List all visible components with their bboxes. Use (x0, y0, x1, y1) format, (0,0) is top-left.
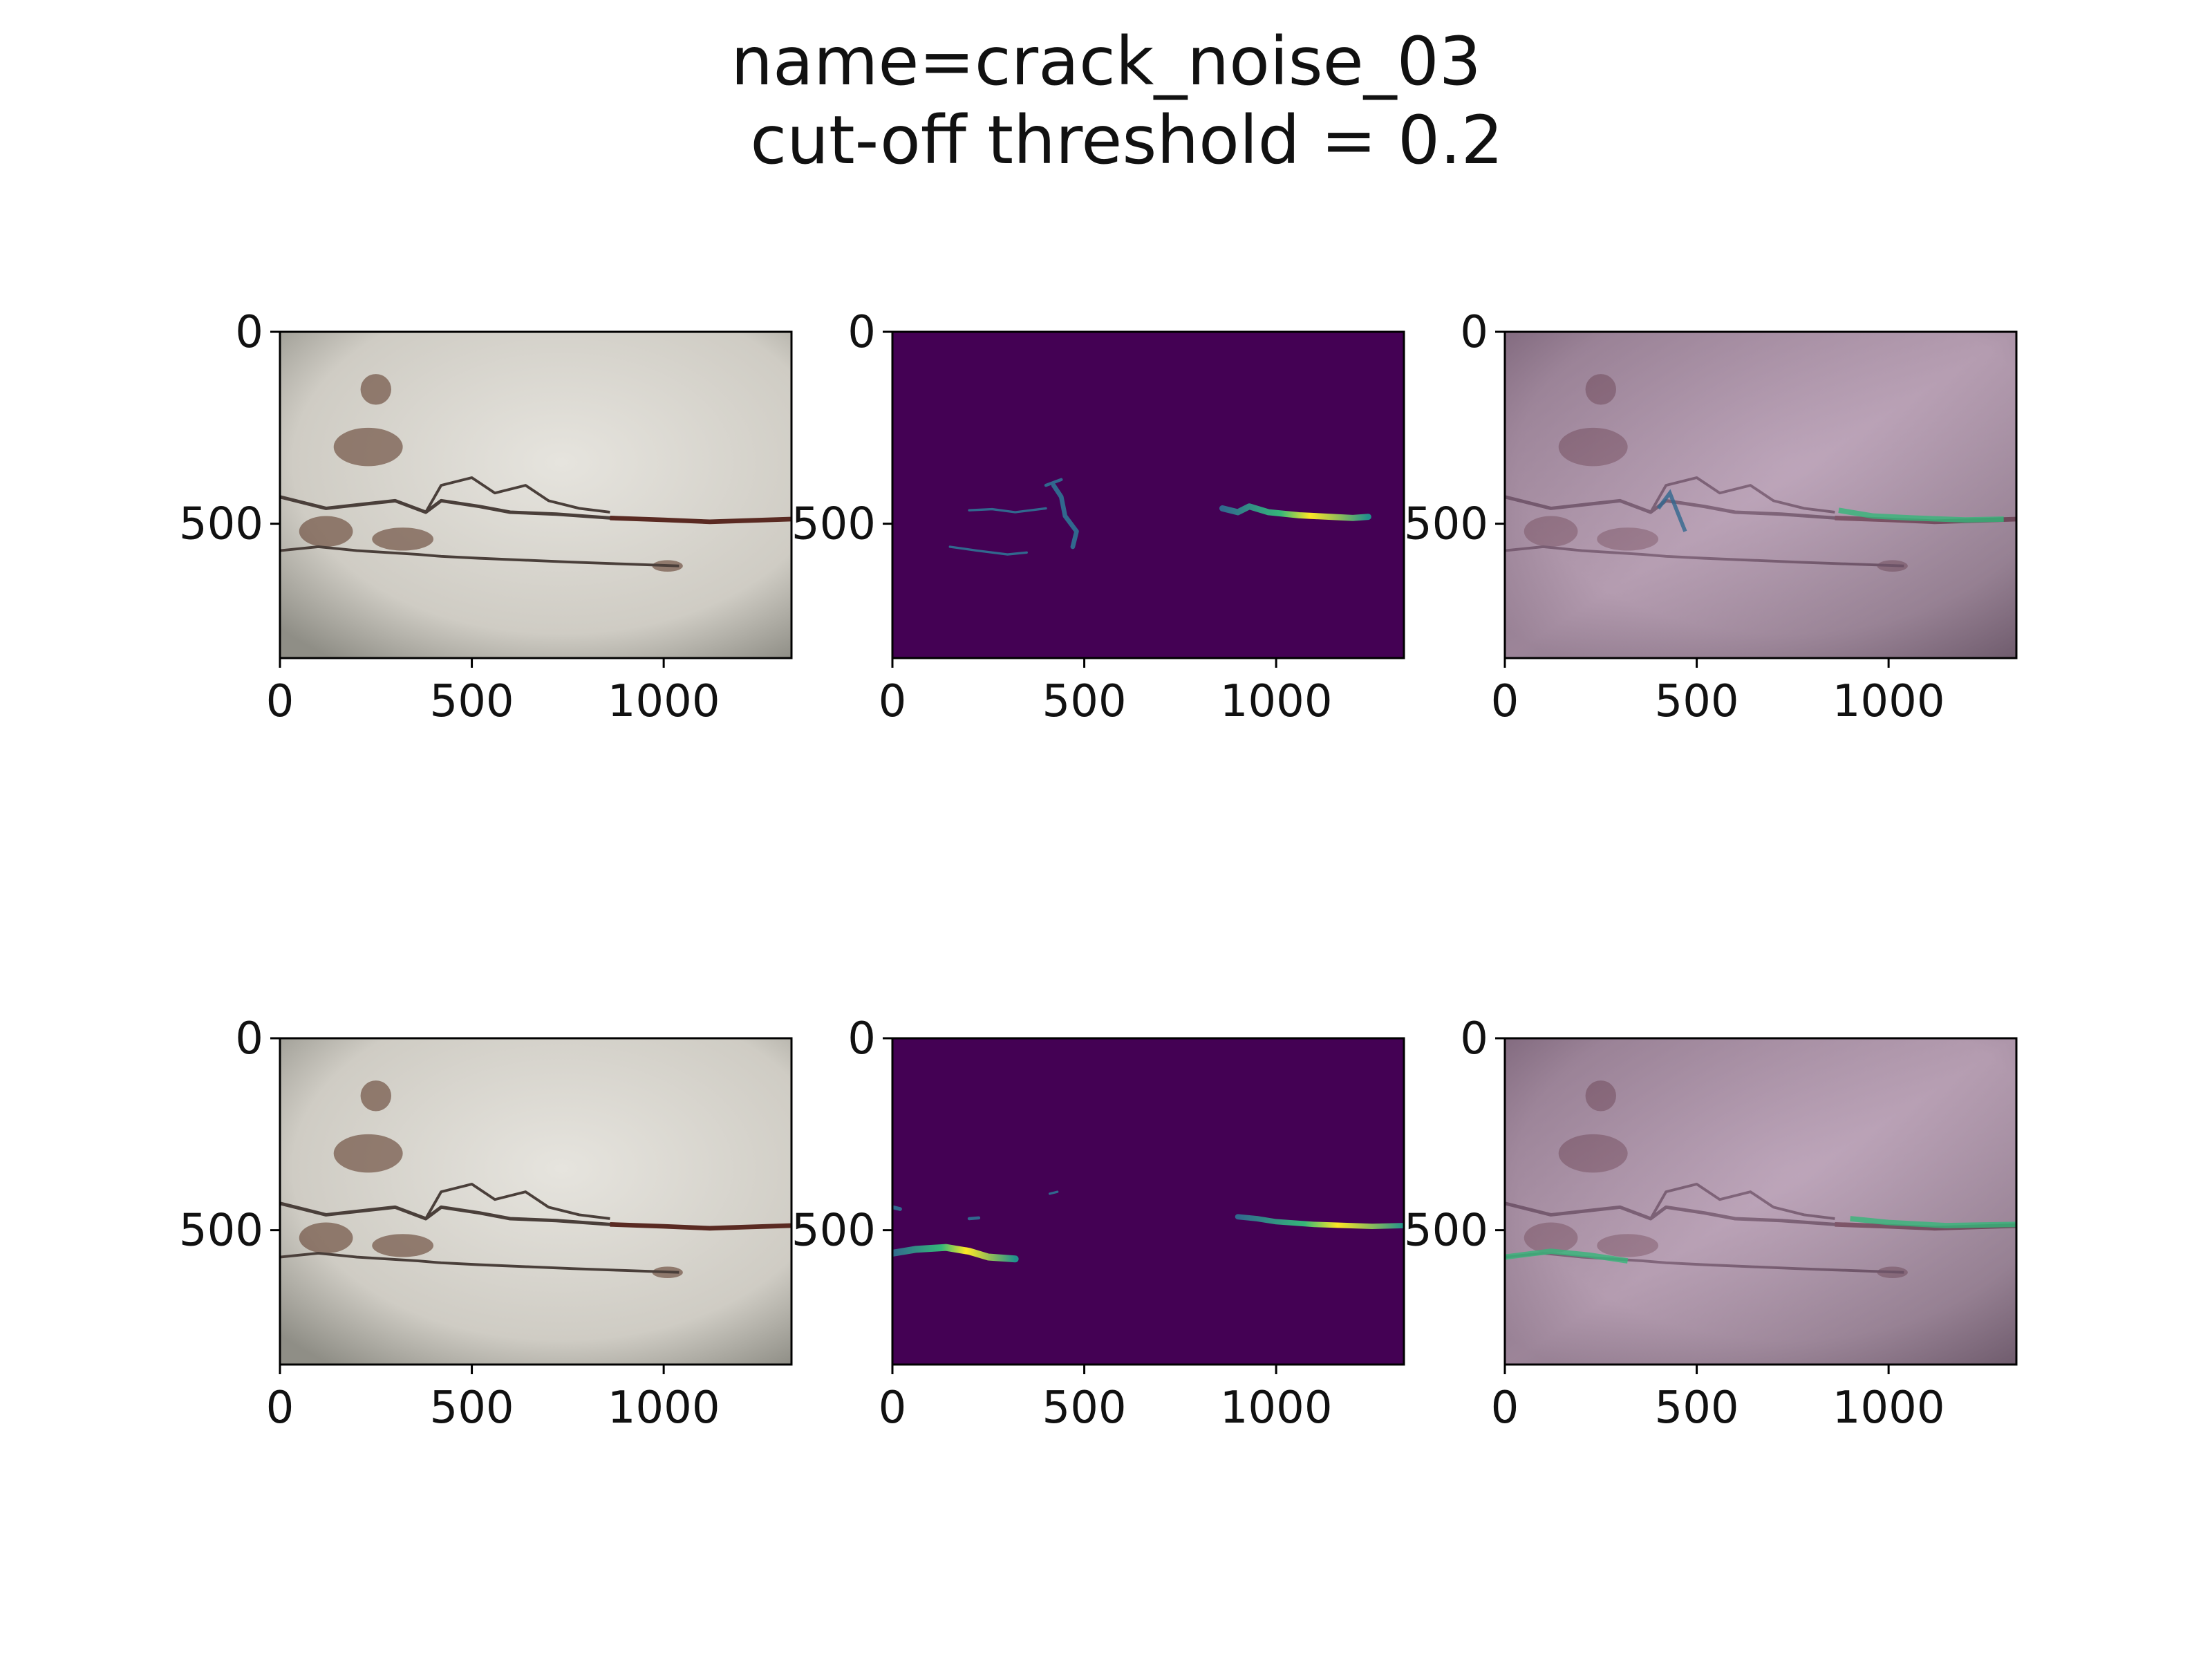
wall-texture (280, 1038, 791, 1365)
rust-stain (360, 1080, 391, 1112)
prediction-tint (1505, 1038, 2016, 1365)
y-tick-label: 500 (791, 499, 876, 550)
heatmap-crack-response (892, 1244, 1019, 1263)
y-tick-label: 500 (1404, 1206, 1488, 1257)
crack-line (424, 476, 610, 514)
figure-title: name=crack_noise_03 cut-off threshold = … (731, 23, 1503, 179)
axes-frame (891, 330, 1405, 659)
prediction-tint (1505, 332, 2016, 658)
heatmap-crack-response (1219, 503, 1371, 521)
crack-line-dark (610, 1221, 791, 1231)
overlay-crack (1656, 489, 1687, 532)
heatmap-crack-response (1051, 482, 1079, 550)
x-tick-label: 0 (879, 676, 907, 727)
panel-r1-c2-overlay: 0 500 1000 0 500 (1404, 1013, 2018, 1434)
original-image (280, 1038, 791, 1365)
overlay-image (1505, 1038, 2016, 1365)
heatmap-crack-response (1235, 1214, 1404, 1229)
y-tick-label: 500 (791, 1206, 876, 1257)
axes-frame (891, 1037, 1405, 1366)
crack-line (424, 1183, 610, 1220)
crack-line-dark (610, 515, 791, 525)
heatmap-crack-response (1048, 1190, 1059, 1195)
original-image (280, 332, 791, 658)
axes-frame (1503, 330, 2018, 659)
x-tick-label: 0 (266, 1382, 294, 1434)
x-tick-label: 500 (429, 1382, 514, 1434)
wall-texture (280, 332, 791, 658)
y-tick-label: 0 (235, 1013, 263, 1065)
overlay-crack (1838, 507, 2004, 523)
y-tick-label: 0 (1460, 307, 1488, 358)
title-line-1: name=crack_noise_03 (731, 23, 1481, 100)
x-tick-label: 0 (1491, 676, 1519, 727)
x-tick-label: 1000 (1833, 676, 1945, 727)
crack-line (280, 545, 679, 568)
panel-r1-c0-original: 0 500 1000 0 500 (179, 1013, 793, 1434)
overlay-crack (1505, 1248, 1629, 1264)
x-tick-label: 0 (266, 676, 294, 727)
x-tick-label: 1000 (608, 676, 720, 727)
x-tick-label: 500 (1042, 1382, 1126, 1434)
y-tick-label: 0 (1460, 1013, 1488, 1065)
panel-r0-c1-heatmap: 0 500 1000 0 500 (791, 307, 1405, 727)
heatmap-crack-response (967, 1216, 981, 1221)
panel-grid: 0 500 1000 0 500 0 500 1000 0 500 0 500 1000 0 500 0 500… (179, 307, 2018, 1434)
rust-stain (372, 1234, 434, 1257)
heatmap-image (892, 332, 1404, 658)
overlay-crack (1850, 1216, 2016, 1228)
y-tick-label: 500 (1404, 499, 1488, 550)
panel-r0-c0-original: 0 500 1000 0 500 (179, 307, 793, 727)
axes-frame (279, 330, 793, 659)
heatmap-crack-response (968, 507, 1047, 514)
panel-r1-c1-heatmap: 0 500 1000 0 500 (791, 1013, 1405, 1434)
y-tick-label: 0 (847, 1013, 876, 1065)
y-tick-label: 0 (235, 307, 263, 358)
heatmap-crack-response (948, 545, 1028, 556)
x-tick-label: 500 (1654, 676, 1738, 727)
x-tick-label: 500 (1042, 676, 1126, 727)
rust-stain (360, 374, 391, 405)
x-tick-label: 1000 (1220, 1382, 1333, 1434)
x-tick-label: 0 (879, 1382, 907, 1434)
x-tick-label: 500 (1654, 1382, 1738, 1434)
rust-stain (299, 516, 353, 547)
x-tick-label: 500 (429, 676, 514, 727)
heatmap-background (892, 1038, 1404, 1365)
heatmap-image (892, 1038, 1404, 1365)
rust-stain (333, 1134, 403, 1173)
y-tick-label: 500 (179, 1206, 263, 1257)
axes-frame (1503, 1037, 2018, 1366)
title-line-2: cut-off threshold = 0.2 (750, 102, 1503, 179)
crack-line (280, 1252, 679, 1274)
x-tick-label: 1000 (1833, 1382, 1945, 1434)
rust-stain (299, 1222, 353, 1253)
x-tick-label: 0 (1491, 1382, 1519, 1434)
y-tick-label: 0 (847, 307, 876, 358)
x-tick-label: 1000 (608, 1382, 720, 1434)
heatmap-crack-response (1044, 478, 1063, 487)
axes-frame (279, 1037, 793, 1366)
rust-stain (372, 527, 434, 551)
panel-r0-c2-overlay: 0 500 1000 0 500 (1404, 307, 2018, 727)
y-tick-label: 500 (179, 499, 263, 550)
heatmap-crack-response (892, 1205, 902, 1211)
rust-stain (333, 427, 403, 467)
heatmap-background (892, 332, 1404, 658)
overlay-image (1505, 332, 2016, 658)
x-tick-label: 1000 (1220, 676, 1333, 727)
